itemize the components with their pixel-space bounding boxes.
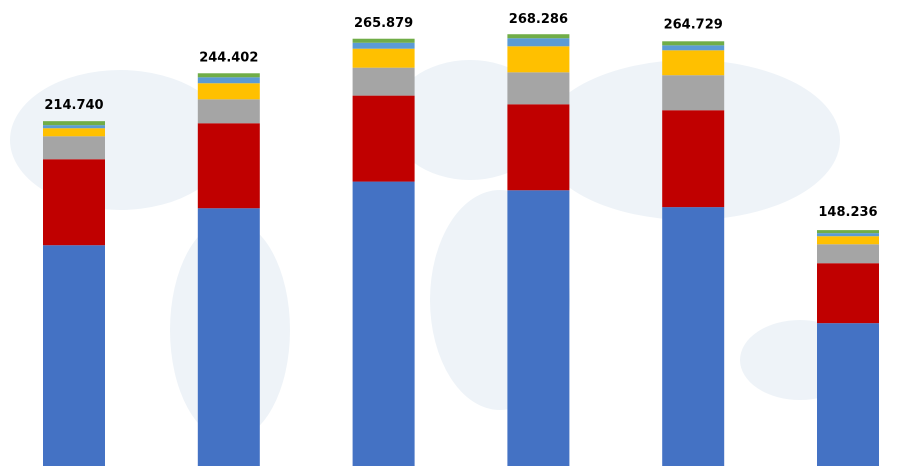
bar-segment (43, 125, 105, 129)
bar-segment (662, 75, 725, 111)
total-label: 214.740 (44, 98, 103, 113)
bar-segment (817, 323, 879, 466)
bar-segment (662, 50, 725, 76)
bar-segment (352, 95, 415, 182)
total-label: 148.236 (818, 205, 877, 220)
bar-segment (507, 104, 570, 191)
bar-segment (43, 128, 105, 137)
bar-segment (352, 42, 415, 49)
bar-segment (43, 245, 105, 466)
bar-segment (197, 123, 260, 209)
bar-segment (197, 208, 260, 466)
bar-segment (817, 236, 879, 245)
total-label: 244.402 (199, 50, 258, 65)
total-label: 265.879 (354, 16, 413, 31)
bar-segment (817, 230, 879, 234)
bar-segment (662, 45, 725, 51)
bar-segment (352, 181, 415, 466)
bar-segment (507, 38, 570, 47)
total-label: 264.729 (664, 18, 723, 33)
bar-segment (352, 38, 415, 43)
bar-segment (507, 46, 570, 73)
bar-segment (352, 67, 415, 96)
bar-segment (43, 136, 105, 160)
bar-segment (662, 110, 725, 208)
bar-segment (662, 41, 725, 46)
bar-segment (817, 244, 879, 264)
bar-segment (817, 263, 879, 324)
bar-segment (352, 48, 415, 68)
bar-segment (197, 99, 260, 124)
bar-segment (197, 73, 260, 78)
bar-segment (662, 207, 725, 466)
bar-segment (43, 121, 105, 126)
total-label: 268.286 (509, 12, 568, 27)
bar-segment (43, 159, 105, 246)
bar-segment (817, 233, 879, 237)
bar-segment (507, 34, 570, 39)
bar-segment (507, 72, 570, 105)
bar-segment (507, 190, 570, 466)
background-map (10, 60, 860, 440)
bar-segment (197, 77, 260, 84)
bar-segment (197, 83, 260, 100)
